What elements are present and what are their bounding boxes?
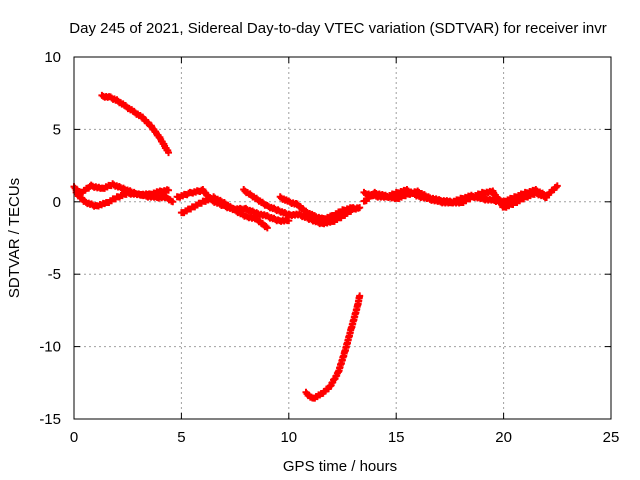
data-point-marker xyxy=(553,182,561,190)
series-baseline-d xyxy=(173,186,293,225)
plot-frame xyxy=(73,56,612,420)
data-point-marker xyxy=(349,204,357,212)
series-baseline-h xyxy=(360,187,551,211)
series-baseline-b xyxy=(72,186,173,210)
data-point-marker xyxy=(263,224,271,232)
y-tick-label: -10 xyxy=(39,339,61,356)
y-tick-label: 0 xyxy=(53,194,61,211)
x-tick-label: 5 xyxy=(177,429,185,446)
y-axis-label: SDTVAR / TECUs xyxy=(6,178,23,298)
data-points xyxy=(70,91,561,402)
tick-labels: 0 5 10 15 20 25 -15 -10 -5 0 5 10 xyxy=(39,49,619,446)
x-tick-label: 15 xyxy=(388,429,405,446)
y-tick-label: -5 xyxy=(48,266,61,283)
data-point-marker xyxy=(356,292,364,300)
chart-title: Day 245 of 2021, Sidereal Day-to-day VTE… xyxy=(69,20,606,37)
x-tick-label: 20 xyxy=(495,429,512,446)
data-point-marker xyxy=(165,186,173,194)
y-tick-label: 10 xyxy=(44,49,61,66)
data-point-marker xyxy=(356,204,364,212)
data-point-marker xyxy=(262,223,270,231)
data-point-marker xyxy=(169,198,177,206)
y-tick-label: -15 xyxy=(39,411,61,428)
x-axis-label: GPS time / hours xyxy=(283,458,397,475)
data-point-marker xyxy=(543,193,551,201)
x-tick-label: 0 xyxy=(70,429,78,446)
x-tick-label: 25 xyxy=(603,429,620,446)
y-tick-label: 5 xyxy=(53,121,61,138)
series-arc-high xyxy=(98,91,173,157)
x-tick-label: 10 xyxy=(280,429,297,446)
series-arc-low xyxy=(302,292,364,402)
grid-lines xyxy=(74,57,611,419)
data-point-marker xyxy=(285,217,293,225)
data-point-marker xyxy=(165,149,173,157)
series-baseline-f xyxy=(276,193,357,223)
